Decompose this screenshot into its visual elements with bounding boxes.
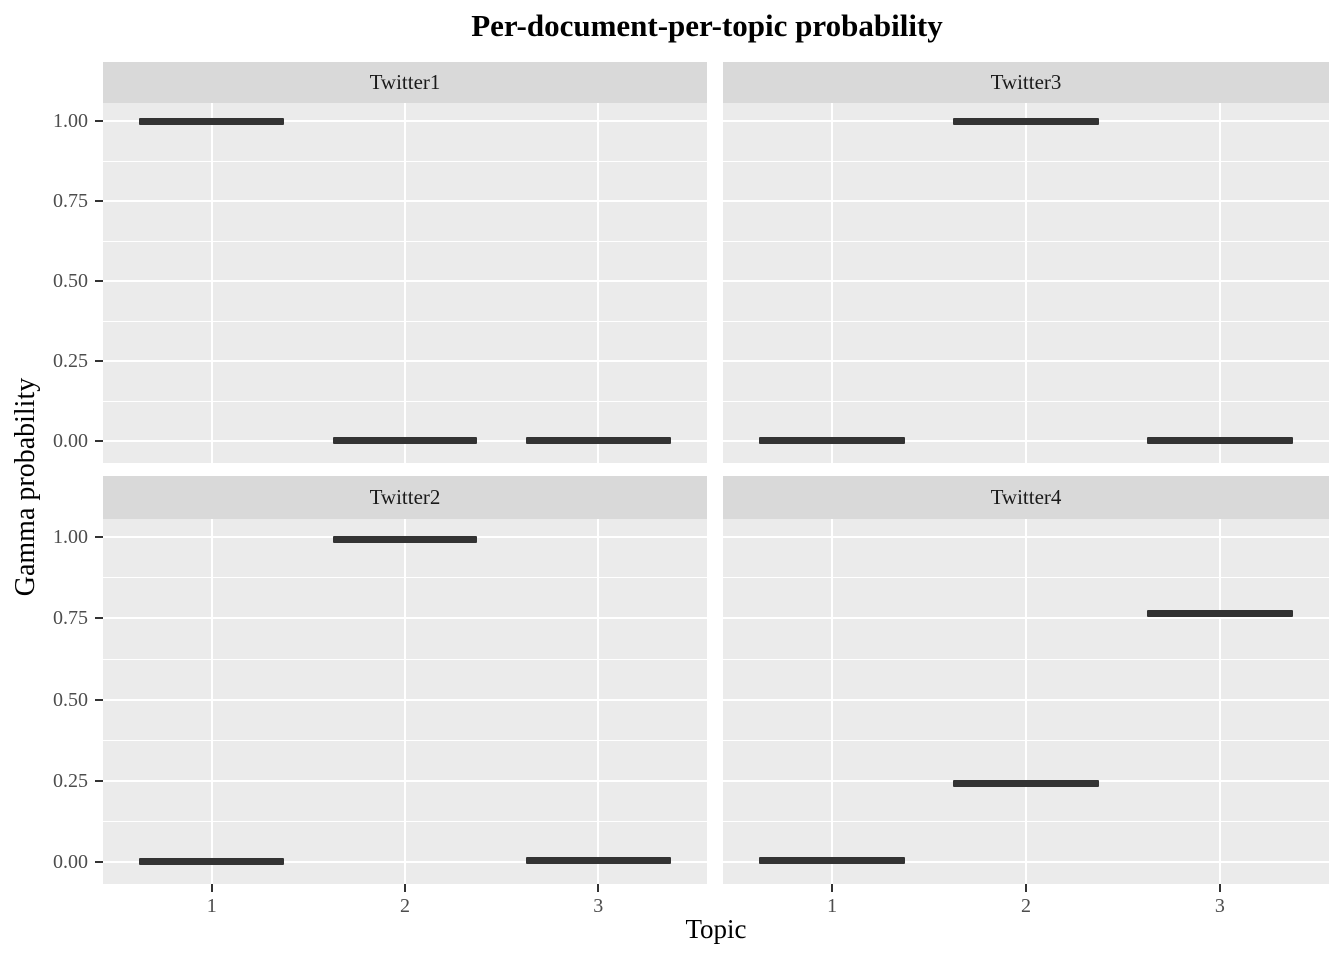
gridline-major-v xyxy=(404,103,406,463)
gridline-major-v xyxy=(1218,103,1221,463)
gridline-major-v xyxy=(831,519,834,884)
y-tick-mark xyxy=(95,861,103,864)
y-tick-label: 0.00 xyxy=(53,430,88,453)
facet-strip-label: Twitter4 xyxy=(990,485,1062,509)
x-tick-label: 1 xyxy=(827,895,838,917)
facet-panel-twitter2 xyxy=(103,519,707,884)
gridline-major-v xyxy=(831,103,834,463)
x-tick-label: 2 xyxy=(1021,895,1031,917)
y-tick-mark xyxy=(95,280,103,283)
facet-strip-twitter4: Twitter4 xyxy=(723,476,1329,519)
facet-panel-twitter4 xyxy=(723,519,1329,884)
gamma-segment-twitter3-topic3 xyxy=(1147,437,1293,445)
y-axis-title: Gamma probability xyxy=(10,377,41,597)
y-tick-label: 0.25 xyxy=(53,769,88,792)
gamma-segment-twitter3-topic2 xyxy=(953,118,1099,126)
gridline-major-v xyxy=(597,519,600,884)
facet-panel-twitter1 xyxy=(103,103,707,463)
y-tick-label: 1.00 xyxy=(53,526,88,549)
x-tick-label: 3 xyxy=(1214,895,1225,917)
gamma-segment-twitter1-topic2 xyxy=(332,437,478,445)
x-tick-mark xyxy=(597,884,600,892)
x-tick-label: 2 xyxy=(400,895,410,917)
gamma-segment-twitter4-topic1 xyxy=(759,857,905,865)
x-tick-label: 3 xyxy=(593,895,604,917)
y-tick-label: 0.00 xyxy=(53,851,88,874)
facet-strip-twitter1: Twitter1 xyxy=(103,62,707,103)
y-tick-mark xyxy=(95,440,103,443)
gamma-segment-twitter1-topic3 xyxy=(525,437,671,445)
gamma-segment-twitter4-topic2 xyxy=(953,780,1099,788)
y-tick-label: 0.50 xyxy=(53,270,88,293)
y-tick-label: 0.75 xyxy=(53,607,88,630)
x-tick-label: 1 xyxy=(206,895,217,917)
facet-strip-twitter2: Twitter2 xyxy=(103,476,707,519)
y-tick-mark xyxy=(95,200,103,203)
x-tick-mark xyxy=(1025,884,1027,892)
gamma-segment-twitter3-topic1 xyxy=(759,436,905,444)
x-tick-mark xyxy=(210,884,213,892)
y-tick-label: 0.25 xyxy=(53,350,88,373)
facet-strip-label: Twitter2 xyxy=(369,485,441,509)
gridline-major-v xyxy=(210,103,213,463)
gamma-segment-twitter2-topic3 xyxy=(525,856,671,864)
y-tick-label: 0.50 xyxy=(53,688,88,711)
gridline-major-v xyxy=(404,519,406,884)
gamma-segment-twitter2-topic2 xyxy=(332,536,478,544)
y-tick-mark xyxy=(95,779,103,782)
y-tick-label: 0.75 xyxy=(53,190,88,213)
facet-panel-twitter3 xyxy=(723,103,1329,463)
gamma-segment-twitter4-topic3 xyxy=(1147,610,1293,618)
y-tick-mark xyxy=(95,536,103,539)
gridline-major-v xyxy=(210,519,213,884)
x-axis-title: Topic xyxy=(685,914,747,944)
gamma-segment-twitter2-topic1 xyxy=(139,857,285,865)
y-tick-mark xyxy=(95,360,103,363)
y-tick-mark xyxy=(95,617,103,620)
facet-strip-label: Twitter1 xyxy=(369,70,441,94)
facet-strip-label: Twitter3 xyxy=(990,70,1062,94)
x-tick-mark xyxy=(404,884,406,892)
chart-title: Per-document-per-topic probability xyxy=(471,8,943,43)
gamma-segment-twitter1-topic1 xyxy=(139,118,285,126)
y-tick-mark xyxy=(95,120,103,122)
gridline-major-v xyxy=(597,103,600,463)
gridline-major-v xyxy=(1025,519,1027,884)
facet-strip-twitter3: Twitter3 xyxy=(723,62,1329,103)
gridline-major-v xyxy=(1025,103,1027,463)
x-tick-mark xyxy=(831,884,834,892)
x-tick-mark xyxy=(1218,884,1221,892)
y-tick-label: 1.00 xyxy=(53,110,88,132)
gridline-major-v xyxy=(1218,519,1221,884)
y-tick-mark xyxy=(95,698,103,701)
